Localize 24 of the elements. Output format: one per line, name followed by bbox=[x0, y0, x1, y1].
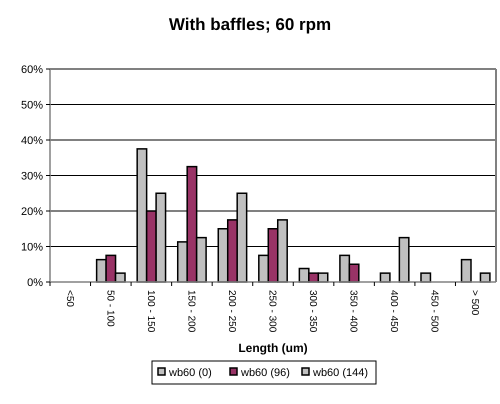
legend-label: wb60 (0) bbox=[168, 366, 212, 379]
y-tick-label: 50% bbox=[20, 99, 44, 112]
x-tick-label: 200 - 250 bbox=[226, 290, 237, 333]
x-tick-label: 50 - 100 bbox=[104, 290, 116, 328]
x-tick-label: 350 - 400 bbox=[348, 290, 359, 333]
y-tick-label: 60% bbox=[20, 64, 44, 76]
y-tick-label: 0% bbox=[27, 276, 44, 289]
chart-title: With baffles; 60 rpm bbox=[168, 15, 332, 34]
legend-label: wb60 (144) bbox=[312, 366, 368, 379]
x-tick-label: > 500 bbox=[469, 290, 480, 316]
y-tick-label: 40% bbox=[20, 134, 44, 147]
x-tick-label: 300 - 350 bbox=[307, 290, 318, 333]
x-tick-label: 400 - 450 bbox=[388, 290, 400, 333]
x-tick-label: 100 - 150 bbox=[144, 290, 156, 333]
x-tick-label: 250 - 300 bbox=[266, 290, 278, 333]
bar bbox=[460, 258, 472, 283]
y-tick-label: 30% bbox=[20, 170, 44, 182]
y-tick-label: 10% bbox=[20, 241, 44, 254]
x-tick-label: <50 bbox=[64, 290, 75, 308]
y-tick-label: 20% bbox=[20, 206, 44, 218]
x-tick-label: 150 - 200 bbox=[185, 290, 196, 333]
x-axis-title: Length (um) bbox=[238, 341, 308, 355]
x-tick-label: 450 - 500 bbox=[428, 290, 440, 333]
legend-label: wb60 (96) bbox=[240, 366, 290, 379]
